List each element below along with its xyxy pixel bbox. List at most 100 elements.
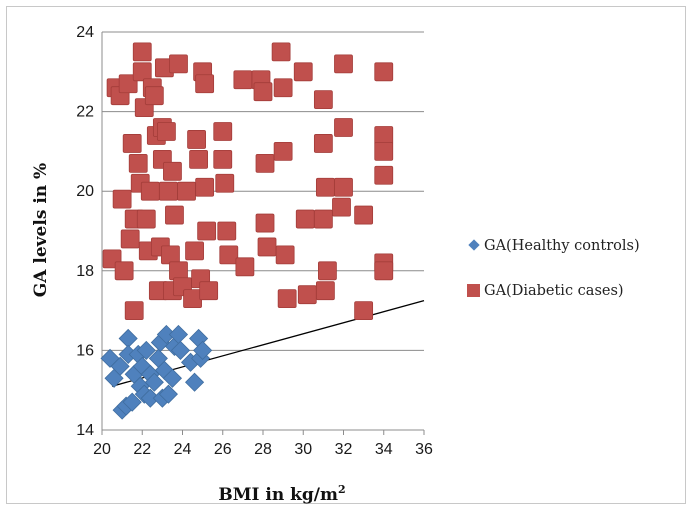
diabetic-point [163,161,182,181]
diabetic-point [271,42,291,62]
diabetic-point [132,62,152,82]
diabetic-point [374,261,394,281]
diabetic-point [354,205,374,225]
healthy-point [118,328,138,349]
diabetic-point [374,141,394,161]
diabetic-point [185,241,204,261]
x-tick-label: 36 [415,441,433,458]
y-tick-label: 16 [76,342,94,359]
diabetic-point [144,86,164,106]
diabetic-point [140,181,160,201]
diabetic-point [313,134,333,153]
x-tick-label: 28 [254,441,272,458]
diabetic-point [189,149,209,169]
diabetic-point [156,122,176,141]
legend-item-diabetic: GA(Diabetic cases) [467,283,624,299]
diabetic-point [313,209,333,229]
diabetic-point [332,197,351,217]
diabetic-point [354,301,374,321]
diabetic-point [334,177,353,197]
diabetic-point [217,221,237,241]
diabetic-point [219,245,239,265]
diabetic-point [177,181,196,201]
diabetic-point [235,257,255,277]
diabetic-point [255,213,275,233]
healthy-point [110,356,130,376]
diabetic-point [295,209,315,229]
diabetic-point [124,301,144,321]
y-axis-title: GA levels in % [31,163,51,297]
x-tick-label: 34 [375,441,393,458]
healthy-point [136,340,156,360]
diabetic-point [374,126,394,145]
y-tick-label: 18 [76,263,94,280]
healthy-point [185,372,205,392]
healthy-point [158,384,178,404]
x-tick-label: 24 [174,441,192,458]
axes [101,32,425,435]
diabetic-point [195,177,215,197]
legend-label-diabetic: GA(Diabetic cases) [484,283,624,299]
y-tick-label: 14 [76,422,94,439]
diabetic-point [114,261,134,281]
diabetic-point [334,118,353,137]
diabetic-point [233,70,253,90]
diabetic-point [118,74,138,94]
diabetic-point [313,90,333,110]
x-tick-label: 20 [93,441,111,458]
diabetic-point [273,78,293,98]
y-tick-label: 24 [76,24,94,41]
diabetic-point [317,261,337,281]
diabetic-point [315,281,335,301]
diabetic-point [120,229,140,249]
diabetic-point [215,173,235,193]
diabetic-point [293,62,313,82]
x-tick-label: 32 [335,441,353,458]
healthy-point [193,340,213,360]
diabetic-point [165,205,184,225]
diabetic-point [161,245,180,265]
healthy-point [170,340,191,360]
data-points [100,42,394,420]
diabetic-point [136,209,156,229]
diabetic-point [169,261,188,281]
diabetic-point [315,177,335,197]
diabetic-point [213,122,233,141]
legend-square-icon [467,284,480,297]
diabetic-point [187,130,206,149]
diabetic-point [195,74,215,94]
healthy-point [144,372,164,392]
legend-diamond-icon [468,239,480,251]
diabetic-point [122,134,142,153]
y-tick-label: 20 [76,183,94,200]
healthy-point [122,392,142,412]
diabetic-point [169,54,188,74]
diabetic-point [257,237,277,257]
diabetic-point [255,153,275,173]
diabetic-point [297,285,317,305]
legend-item-healthy: GA(Healthy controls) [468,238,640,254]
diabetic-point [132,42,152,62]
healthy-point [162,368,183,388]
diabetic-point [159,181,178,201]
diabetic-point [273,141,293,161]
diabetic-point [112,189,132,209]
diabetic-point [197,221,217,241]
x-tick-label: 22 [133,441,151,458]
y-tick-label: 22 [76,104,94,121]
x-tick-label: 30 [294,441,312,458]
diabetic-point [253,82,273,102]
diabetic-point [374,62,394,82]
diabetic-point [334,54,353,74]
diabetic-point [374,165,394,185]
diabetic-point [277,289,297,309]
diabetic-point [213,149,233,169]
diabetic-point [275,245,295,265]
diabetic-point [199,281,219,301]
tick-labels: 14 16 18 20 22 24 20 22 24 26 28 30 32 34 36 [76,24,433,458]
x-tick-label: 26 [214,441,232,458]
x-axis-title: BMI in kg/m2 [218,483,345,505]
diabetic-point [183,289,202,309]
legend: GA(Healthy controls) GA(Diabetic cases) [467,238,640,299]
